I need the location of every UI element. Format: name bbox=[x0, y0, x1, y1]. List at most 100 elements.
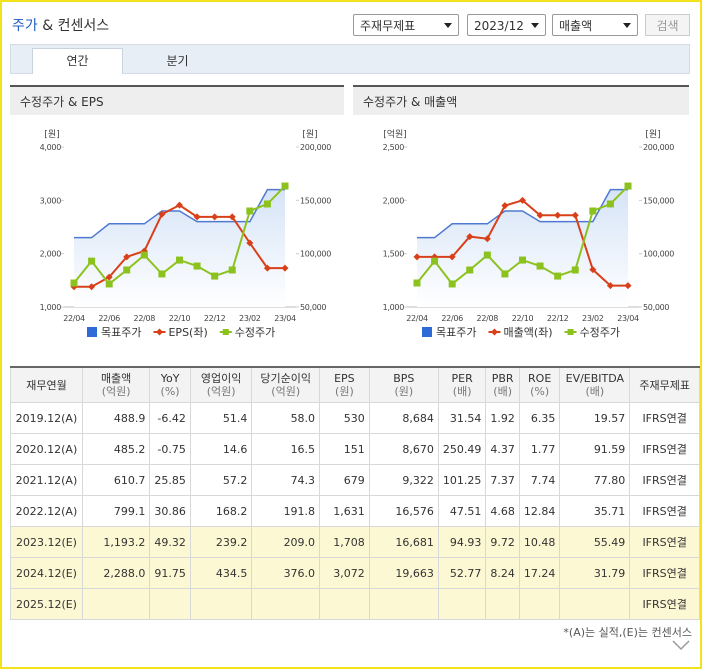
header-cell: YoY (%) bbox=[149, 366, 191, 403]
legend-marker bbox=[490, 328, 498, 336]
x-tick-label: 23/02 bbox=[239, 314, 261, 323]
legend-label: EPS(좌) bbox=[168, 326, 207, 339]
tab-quarterly[interactable]: 분기 bbox=[166, 54, 189, 68]
table-cell: 47.51 bbox=[437, 495, 487, 527]
table-cell bbox=[518, 588, 561, 620]
table-cell: 250.49 bbox=[437, 433, 487, 465]
x-tick-label: 22/12 bbox=[547, 314, 569, 323]
header-cell: ROE (%) bbox=[518, 366, 561, 403]
table-cell: IFRS연결 bbox=[629, 402, 700, 434]
legend-label: 목표주가 bbox=[436, 326, 476, 339]
table-cell: 55.49 bbox=[559, 526, 631, 558]
table-cell: 91.75 bbox=[149, 557, 191, 589]
point bbox=[158, 210, 166, 218]
table-cell: 1,631 bbox=[319, 495, 370, 527]
tab-annual[interactable]: 연간 bbox=[32, 48, 123, 74]
table-cell: 51.4 bbox=[189, 402, 253, 434]
point bbox=[606, 282, 614, 290]
table-cell: 1,708 bbox=[319, 526, 370, 558]
point bbox=[281, 264, 289, 272]
y-axis-label: [억원] bbox=[383, 128, 407, 140]
header-cell: 당기순이익 (억원) bbox=[251, 366, 321, 403]
table-cell: 7.74 bbox=[518, 464, 561, 496]
header-unit: (억원) bbox=[206, 385, 236, 398]
point bbox=[571, 266, 579, 274]
header-label: PBR bbox=[491, 372, 514, 385]
x-tick-label: 22/06 bbox=[98, 314, 120, 323]
select-metric[interactable]: 매출액 bbox=[552, 14, 638, 36]
point bbox=[554, 211, 562, 219]
x-tick-label: 22/08 bbox=[134, 314, 156, 323]
point bbox=[466, 233, 474, 241]
header-cell: 매출액 (억원) bbox=[81, 366, 151, 403]
y2-tick-label: 50,000 bbox=[300, 303, 326, 312]
collapse-icon[interactable] bbox=[670, 638, 692, 652]
y2-tick-label: 150,000 bbox=[643, 196, 674, 205]
point bbox=[431, 257, 439, 265]
point bbox=[571, 211, 579, 219]
financial-table: 재무연월 매출액 (억원) YoY (%) 영업이익 (억원) 당기순이익 (억원) EPS (원)… bbox=[10, 366, 700, 620]
y-tick-label: 1,000 bbox=[40, 303, 62, 312]
table-cell: 94.93 bbox=[437, 526, 487, 558]
table-cell bbox=[81, 588, 151, 620]
x-tick-label: 22/06 bbox=[441, 314, 463, 323]
table-cell: 3,072 bbox=[319, 557, 370, 589]
header-unit: (배) bbox=[585, 385, 605, 398]
table-cell: 799.1 bbox=[81, 495, 151, 527]
point bbox=[193, 262, 201, 270]
table-cell: IFRS연결 bbox=[629, 588, 700, 620]
table-cell: 31.79 bbox=[559, 557, 631, 589]
table-cell: 31.54 bbox=[437, 402, 487, 434]
table-cell: 9.72 bbox=[485, 526, 520, 558]
series-line bbox=[417, 188, 628, 239]
select-period[interactable]: 2023/12 bbox=[467, 14, 546, 36]
header-unit: (억원) bbox=[101, 385, 131, 398]
x-tick-label: 23/04 bbox=[617, 314, 639, 323]
table-cell: 2025.12(E) bbox=[10, 588, 83, 620]
table-cell: 7.37 bbox=[485, 464, 520, 496]
point bbox=[536, 262, 544, 270]
panel-title: 수정주가 & EPS bbox=[10, 85, 344, 115]
table-row: 2019.12(A) 488.9 -6.42 51.4 58.0 530 8,684 31.5… bbox=[10, 402, 700, 434]
table-cell: 191.8 bbox=[251, 495, 321, 527]
point bbox=[228, 266, 236, 274]
table-cell: 2023.12(E) bbox=[10, 526, 83, 558]
legend-marker bbox=[422, 327, 432, 337]
table-cell: 77.80 bbox=[559, 464, 631, 496]
x-tick-label: 22/10 bbox=[169, 314, 191, 323]
table-cell: 58.0 bbox=[251, 402, 321, 434]
table-cell: 101.25 bbox=[437, 464, 487, 496]
point bbox=[246, 207, 254, 215]
header-cell: EPS (원) bbox=[319, 366, 370, 403]
y2-tick-label: 150,000 bbox=[300, 196, 331, 205]
table-cell bbox=[368, 588, 439, 620]
search-button[interactable]: 검색 bbox=[645, 14, 690, 36]
table-cell: 8.24 bbox=[485, 557, 520, 589]
table-row: 2024.12(E) 2,288.0 91.75 434.5 376.0 3,072 19,… bbox=[10, 557, 700, 589]
header-label: EPS bbox=[334, 372, 355, 385]
table-cell: 1.92 bbox=[485, 402, 520, 434]
point bbox=[448, 253, 456, 261]
header-label: 주재무제표 bbox=[639, 378, 690, 392]
header-cell: 재무연월 bbox=[10, 366, 83, 403]
header-label: YoY bbox=[160, 372, 180, 385]
point bbox=[246, 239, 254, 247]
point bbox=[624, 182, 632, 190]
panel-title: 수정주가 & 매출액 bbox=[353, 85, 689, 115]
table-cell: 16,681 bbox=[368, 526, 439, 558]
header-cell: EV/EBITDA (배) bbox=[559, 366, 631, 403]
table-cell: 2019.12(A) bbox=[10, 402, 83, 434]
table-cell bbox=[485, 588, 520, 620]
table-cell bbox=[149, 588, 191, 620]
chart: [억원] [원] 1,000 1,500 2,000 2,500 50,000 100,000… bbox=[383, 128, 675, 339]
header-label: 매출액 bbox=[100, 372, 132, 385]
y-tick-label: 1,500 bbox=[383, 250, 405, 259]
legend-marker bbox=[567, 329, 574, 335]
point bbox=[263, 200, 271, 208]
table-row: 2021.12(A) 610.7 25.85 57.2 74.3 679 9,322 101.… bbox=[10, 464, 700, 496]
point bbox=[105, 273, 113, 281]
point bbox=[413, 253, 421, 261]
y-tick-label: 2,500 bbox=[383, 143, 405, 152]
select-statement[interactable]: 주재무제표 bbox=[353, 14, 459, 36]
